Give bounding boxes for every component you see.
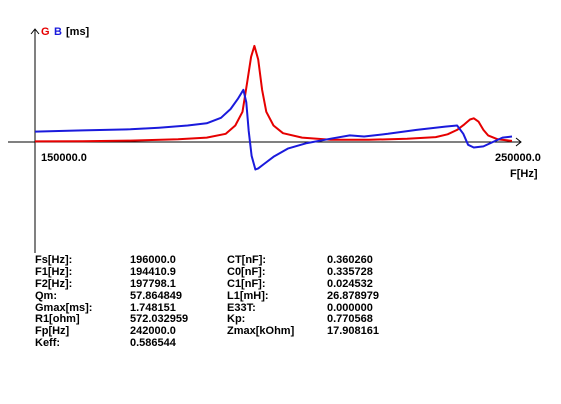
param-value: 57.864849 bbox=[130, 289, 182, 302]
param-label: Qm: bbox=[35, 289, 57, 302]
x-tick-label-min: 150000.0 bbox=[41, 152, 87, 164]
legend-g-label: G bbox=[41, 26, 50, 38]
param-values-right: 0.360260 0.335728 0.024532 26.878979 0.00000… bbox=[327, 254, 379, 338]
series-b-line bbox=[34, 88, 513, 171]
param-label: Fp[Hz] bbox=[35, 325, 70, 338]
x-axis-title: F[Hz] bbox=[510, 168, 538, 180]
param-values-left: 196000.0 194410.9 197798.1 57.864849 1.74815… bbox=[130, 254, 189, 350]
param-value: 0.770568 bbox=[327, 313, 373, 326]
param-label: CT[nF]: bbox=[227, 254, 267, 266]
param-label: F1[Hz]: bbox=[35, 265, 73, 278]
param-value: 17.908161 bbox=[327, 325, 379, 338]
param-value: 0.586544 bbox=[130, 337, 176, 350]
param-labels-right: CT[nF]: C0[nF]: C1[nF]: L1[mH]: E33T: Kp: Zmax… bbox=[227, 254, 295, 338]
legend-unit-label: [ms] bbox=[66, 26, 90, 38]
x-axis-arrow bbox=[515, 137, 522, 147]
param-label: C1[nF]: bbox=[227, 277, 266, 290]
param-value: 572.032959 bbox=[130, 313, 189, 326]
legend-b-label: B bbox=[54, 26, 62, 38]
param-label: E33T: bbox=[227, 301, 256, 314]
param-value: 26.878979 bbox=[327, 289, 379, 302]
series-layer bbox=[34, 44, 513, 171]
param-value: 242000.0 bbox=[130, 325, 176, 338]
admittance-chart: G B [ms] 150000.0 250000.0 F[Hz] bbox=[8, 26, 541, 253]
param-label: F2[Hz]: bbox=[35, 277, 73, 290]
param-value: 196000.0 bbox=[130, 254, 176, 266]
param-label: Zmax[kOhm] bbox=[227, 325, 295, 338]
param-value: 197798.1 bbox=[130, 277, 176, 290]
param-label: C0[nF]: bbox=[227, 265, 266, 278]
param-value: 1.748151 bbox=[130, 301, 176, 314]
param-label: Fs[Hz]: bbox=[35, 254, 73, 266]
series-g-line bbox=[34, 44, 513, 143]
y-axis-arrow bbox=[30, 28, 40, 35]
param-label: L1[mH]: bbox=[227, 289, 269, 302]
param-value: 0.335728 bbox=[327, 265, 373, 278]
x-tick-label-max: 250000.0 bbox=[495, 152, 541, 164]
param-value: 0.024532 bbox=[327, 277, 373, 290]
param-label: R1[ohm] bbox=[35, 313, 80, 326]
param-value: 0.360260 bbox=[327, 254, 373, 266]
param-label: Kp: bbox=[227, 313, 246, 326]
param-value: 0.000000 bbox=[327, 301, 373, 314]
param-label: Gmax[ms]: bbox=[35, 301, 93, 314]
param-labels-left: Fs[Hz]: F1[Hz]: F2[Hz]: Qm: Gmax[ms]: R1[ohm]… bbox=[35, 254, 93, 350]
param-label: Keff: bbox=[35, 337, 61, 350]
param-value: 194410.9 bbox=[130, 265, 176, 278]
